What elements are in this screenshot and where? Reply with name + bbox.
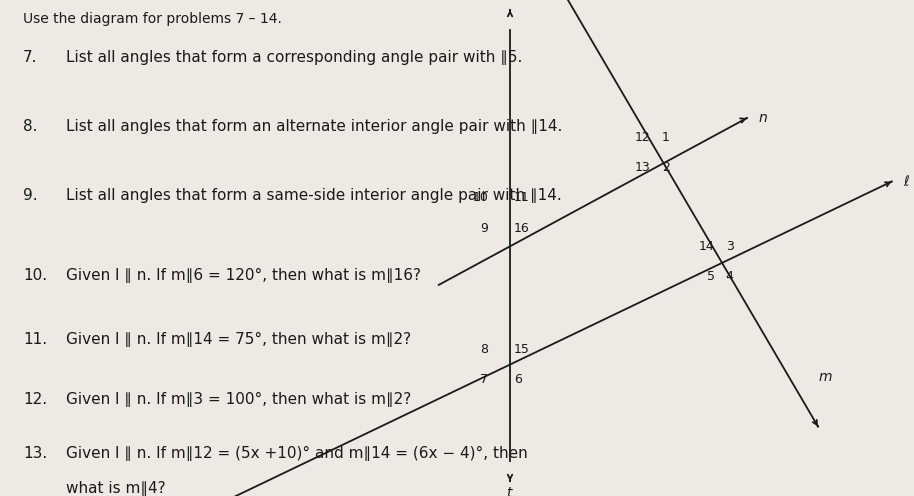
Text: 3: 3 (726, 240, 734, 253)
Text: 11.: 11. (23, 332, 47, 347)
Text: 9: 9 (480, 222, 488, 235)
Text: 8.: 8. (23, 119, 37, 134)
Text: Use the diagram for problems 7 – 14.: Use the diagram for problems 7 – 14. (23, 12, 282, 26)
Text: 1: 1 (662, 131, 670, 144)
Text: List all angles that form a corresponding angle pair with ∥5.: List all angles that form a correspondin… (66, 50, 522, 64)
Text: 14: 14 (699, 240, 715, 253)
Text: 16: 16 (514, 222, 529, 235)
Text: 8: 8 (480, 343, 488, 356)
Text: 13: 13 (635, 161, 651, 174)
Text: 10: 10 (473, 191, 488, 204)
Text: 2: 2 (662, 161, 670, 174)
Text: 7.: 7. (23, 50, 37, 64)
Text: 15: 15 (514, 343, 529, 356)
Text: 11: 11 (514, 191, 529, 204)
Text: 10.: 10. (23, 268, 47, 283)
Text: $n$: $n$ (758, 111, 768, 125)
Text: 12: 12 (635, 131, 651, 144)
Text: 5: 5 (707, 270, 715, 283)
Text: Given l ∥ n. If m∥14 = 75°, then what is m∥2?: Given l ∥ n. If m∥14 = 75°, then what is… (66, 332, 411, 347)
Text: what is m∥4?: what is m∥4? (66, 481, 165, 496)
Text: Given l ∥ n. If m∥12 = (5x +10)° and m∥14 = (6x − 4)°, then: Given l ∥ n. If m∥12 = (5x +10)° and m∥1… (66, 446, 527, 461)
Text: 13.: 13. (23, 446, 48, 461)
Text: $\ell$: $\ell$ (903, 174, 909, 189)
Text: 4: 4 (726, 270, 734, 283)
Text: 12.: 12. (23, 392, 47, 407)
Text: List all angles that form an alternate interior angle pair with ∥14.: List all angles that form an alternate i… (66, 119, 562, 134)
Text: List all angles that form a same-side interior angle pair with ∥14.: List all angles that form a same-side in… (66, 188, 561, 203)
Text: 7: 7 (480, 373, 488, 386)
Text: 9.: 9. (23, 188, 37, 203)
Text: Given l ∥ n. If m∥3 = 100°, then what is m∥2?: Given l ∥ n. If m∥3 = 100°, then what is… (66, 392, 411, 407)
Text: 6: 6 (514, 373, 522, 386)
Text: Given l ∥ n. If m∥6 = 120°, then what is m∥16?: Given l ∥ n. If m∥6 = 120°, then what is… (66, 268, 420, 283)
Text: $t$: $t$ (506, 486, 514, 496)
Text: $m$: $m$ (818, 370, 833, 384)
